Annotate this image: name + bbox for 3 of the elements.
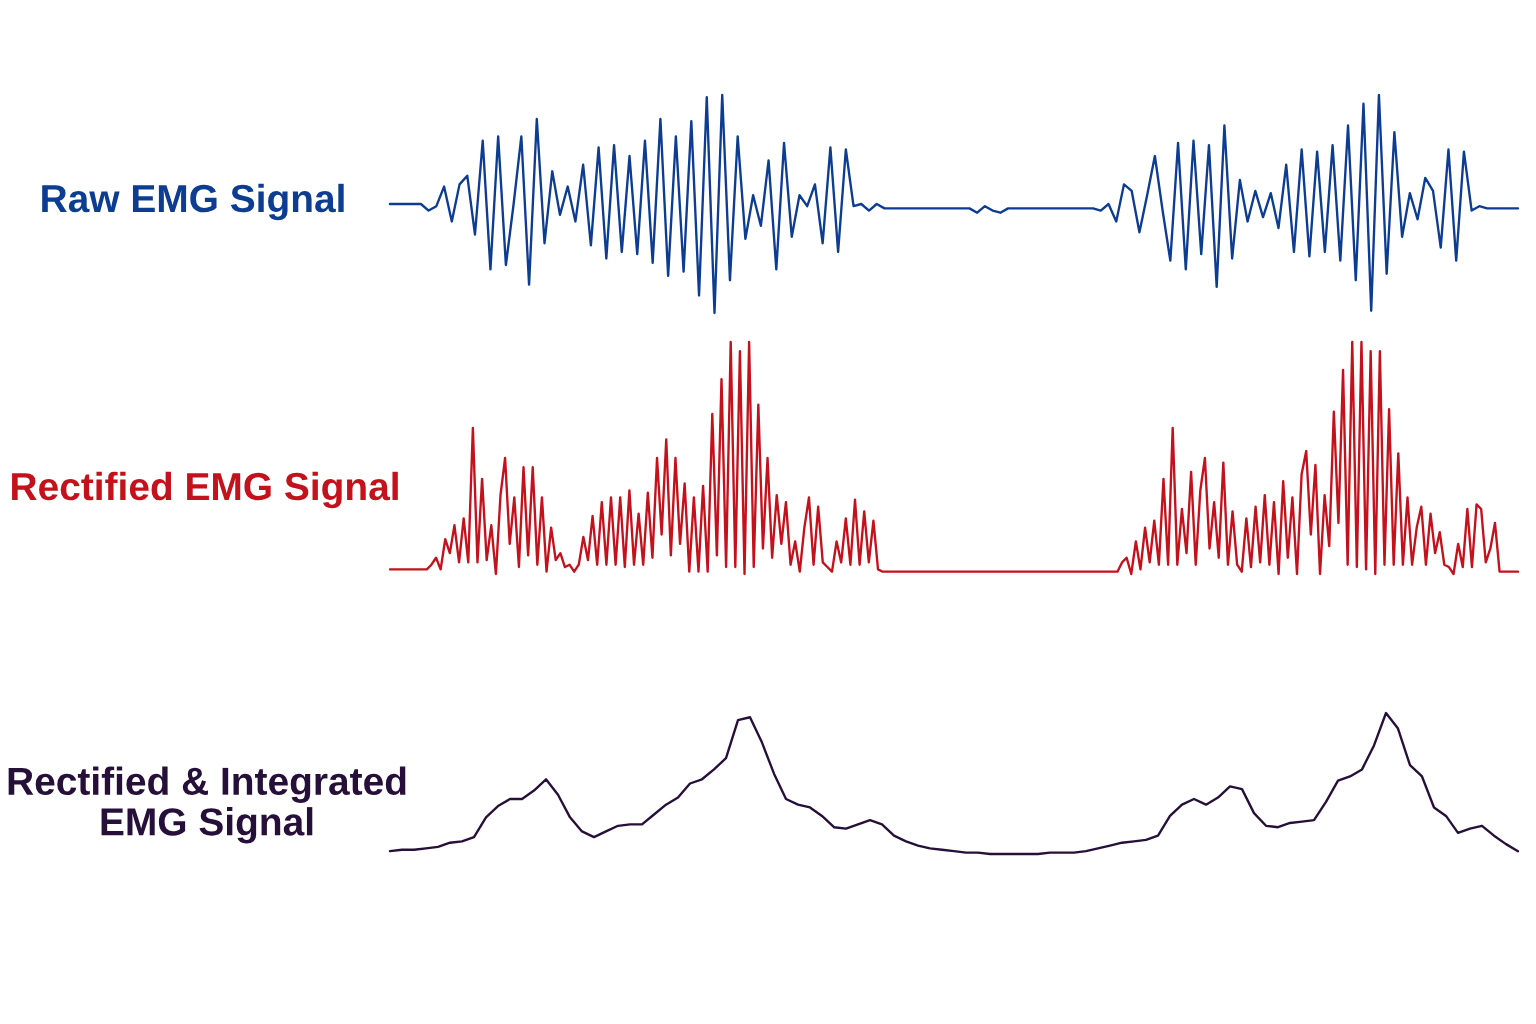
series-label: Rectified EMG Signal — [12, 471, 398, 509]
series-label: Rectified & Integrated EMG Signal — [8, 766, 406, 844]
series-label: Raw EMG Signal — [42, 183, 344, 221]
